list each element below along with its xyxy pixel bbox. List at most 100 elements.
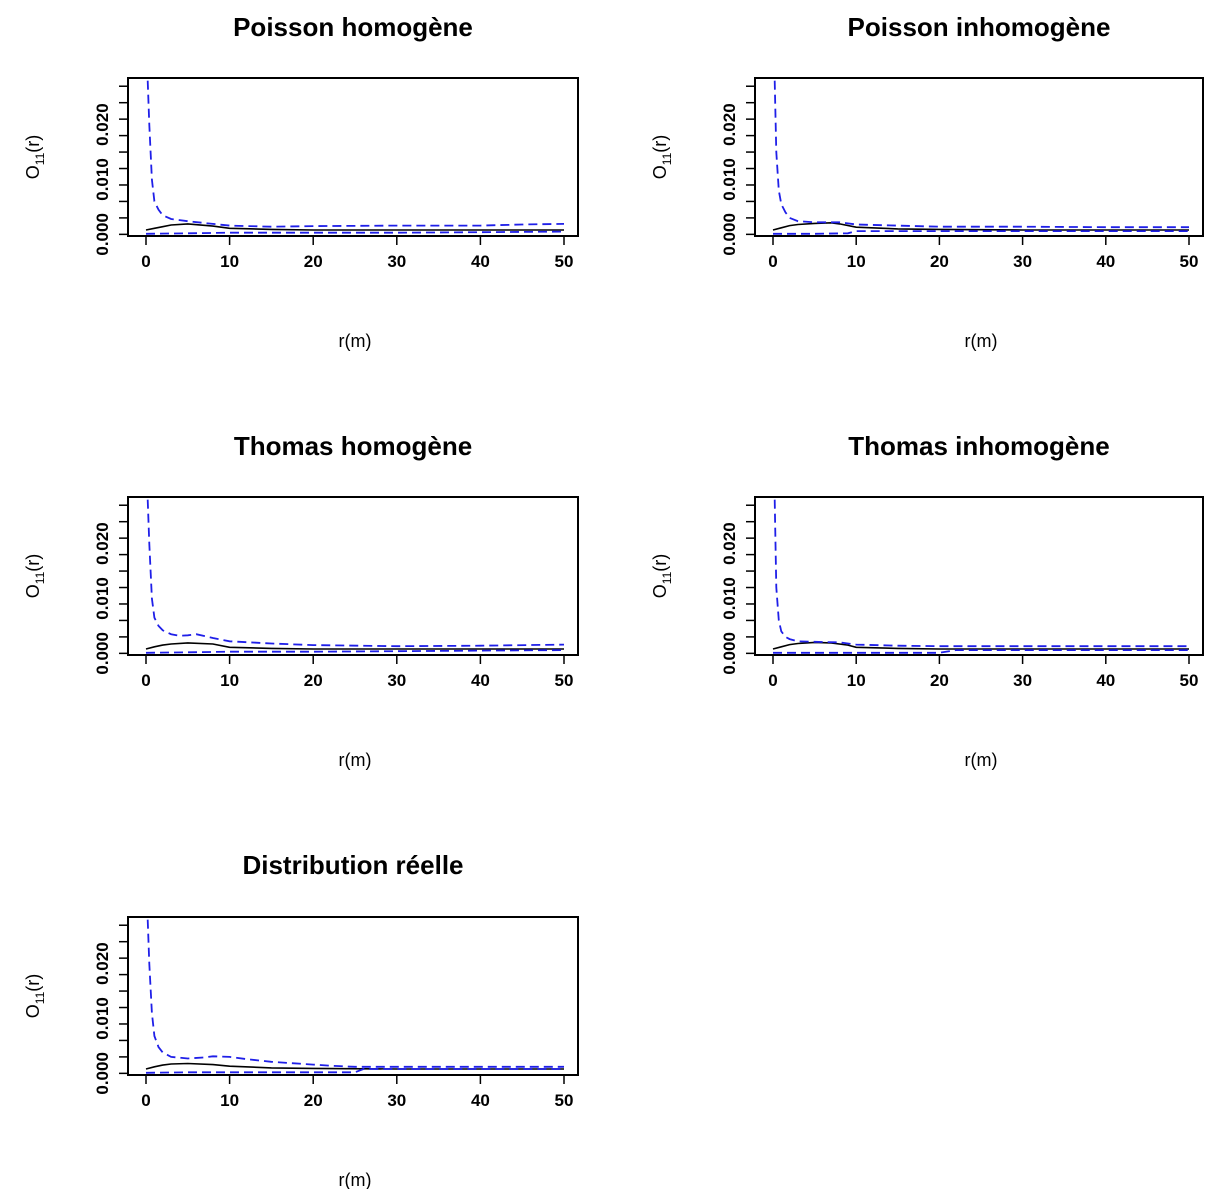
x-tick-label: 40: [471, 1091, 490, 1110]
y-axis-label-subscript: 11: [33, 571, 47, 584]
upper-envelope-line: [773, 80, 1189, 229]
y-axis-label-tail: (r): [23, 135, 43, 153]
x-axis-label: r(m): [965, 331, 998, 351]
y-tick-label: 0.010: [93, 158, 112, 201]
x-tick-label: 40: [1096, 671, 1115, 690]
chart-panel-2: Poisson inhomogène 0 10 20 30 40 50 0.000 0.010 0…: [650, 12, 1204, 351]
x-tick-label: 50: [1180, 252, 1199, 271]
observed-line: [145, 223, 564, 231]
x-tick-label: 30: [1013, 252, 1032, 271]
x-tick-label: 20: [930, 671, 949, 690]
x-tick-label: 30: [1013, 671, 1032, 690]
x-tick-label: 10: [220, 252, 239, 271]
x-tick-label: 20: [304, 252, 323, 271]
y-axis-label: O11(r): [23, 974, 47, 1018]
y-axis-label-main: O: [650, 165, 670, 179]
x-tick-label: 10: [220, 1091, 239, 1110]
x-tick-label: 40: [471, 671, 490, 690]
y-axis-label-subscript: 11: [33, 152, 47, 165]
observed-line: [772, 641, 1189, 650]
y-axis-label: O11(r): [23, 135, 47, 179]
y-tick-label: 0.010: [720, 577, 739, 620]
x-tick-label: 50: [555, 252, 574, 271]
observed-line: [772, 221, 1189, 231]
plot-frame: [127, 916, 579, 1076]
lower-envelope-line: [145, 1068, 564, 1074]
x-tick-label: 30: [387, 671, 406, 690]
y-axis-label: O11(r): [23, 554, 47, 598]
y-axis-label-main: O: [23, 165, 43, 179]
x-tick-label: 10: [847, 252, 866, 271]
x-tick-label: 0: [141, 671, 150, 690]
upper-envelope-line: [146, 919, 564, 1068]
x-axis-label: r(m): [339, 750, 372, 770]
x-tick-label: 50: [555, 1091, 574, 1110]
x-tick-label: 30: [387, 252, 406, 271]
y-axis-label-main: O: [23, 1004, 43, 1018]
lower-envelope-line: [773, 230, 1189, 235]
x-tick-label: 10: [847, 671, 866, 690]
x-tick-label: 20: [930, 252, 949, 271]
plot-frame: [754, 77, 1204, 237]
y-tick-label: 0.010: [720, 158, 739, 201]
lower-envelope-line: [145, 230, 565, 235]
y-tick-label: 0.020: [93, 103, 112, 146]
y-axis-label-tail: (r): [650, 135, 670, 153]
x-axis-label: r(m): [339, 331, 372, 351]
y-axis-label: O11(r): [650, 135, 674, 179]
x-axis-label: r(m): [339, 1170, 372, 1189]
observed-line: [145, 1062, 564, 1070]
x-tick-label: 50: [1180, 671, 1199, 690]
lower-envelope-line: [145, 649, 565, 654]
x-tick-label: 20: [304, 671, 323, 690]
upper-envelope-line: [146, 80, 565, 228]
y-axis-label-main: O: [23, 584, 43, 598]
y-tick-label: 0.000: [93, 1052, 112, 1095]
x-tick-label: 0: [768, 252, 777, 271]
y-tick-label: 0.010: [93, 577, 112, 620]
y-tick-label: 0.000: [720, 632, 739, 675]
chart-panel-4: Thomas inhomogène 0 10 20 30 40 50 0.000 0.010 0.…: [650, 431, 1204, 770]
upper-envelope-line: [773, 499, 1189, 648]
x-tick-label: 10: [220, 671, 239, 690]
chart-title: Distribution réelle: [242, 850, 463, 880]
y-axis-label: O11(r): [650, 554, 674, 598]
x-tick-label: 40: [471, 252, 490, 271]
y-tick-label: 0.020: [720, 522, 739, 565]
x-tick-label: 50: [555, 671, 574, 690]
y-tick-label: 0.010: [93, 997, 112, 1040]
y-tick-label: 0.000: [93, 213, 112, 256]
y-axis-label-subscript: 11: [660, 571, 674, 584]
x-tick-label: 0: [141, 252, 150, 271]
y-tick-label: 0.020: [93, 522, 112, 565]
chart-title: Poisson homogène: [233, 12, 473, 42]
y-tick-label: 0.020: [720, 103, 739, 146]
x-tick-label: 40: [1096, 252, 1115, 271]
x-tick-label: 20: [304, 1091, 323, 1110]
y-tick-label: 0.000: [720, 213, 739, 256]
chart-panel-3: Thomas homogène 0 10 20 30 40 50 0.000 0.010 0.02…: [23, 431, 579, 770]
chart-panel-1: Poisson homogène 0 10 20 30 40 50 0.000 0.010 0.0…: [23, 12, 579, 351]
y-tick-label: 0.020: [93, 942, 112, 985]
y-axis-label-tail: (r): [23, 554, 43, 572]
chart-title: Poisson inhomogène: [848, 12, 1111, 42]
x-tick-label: 0: [768, 671, 777, 690]
y-axis-label-main: O: [650, 584, 670, 598]
plot-frame: [754, 496, 1204, 656]
y-tick-label: 0.000: [93, 632, 112, 675]
x-axis-label: r(m): [965, 750, 998, 770]
chart-title: Thomas homogène: [234, 431, 472, 461]
y-axis-label-subscript: 11: [660, 152, 674, 165]
plot-frame: [127, 77, 579, 237]
x-tick-label: 0: [141, 1091, 150, 1110]
x-tick-label: 30: [387, 1091, 406, 1110]
chart-title: Thomas inhomogène: [848, 431, 1109, 461]
y-axis-label-subscript: 11: [33, 991, 47, 1004]
y-axis-label-tail: (r): [23, 974, 43, 992]
lower-envelope-line: [773, 649, 1189, 654]
chart-panel-5: Distribution réelle 0 10 20 30 40 50 0.000 0.010…: [23, 850, 579, 1189]
plot-frame: [127, 496, 579, 656]
y-axis-label-tail: (r): [650, 554, 670, 572]
upper-envelope-line: [146, 499, 565, 648]
